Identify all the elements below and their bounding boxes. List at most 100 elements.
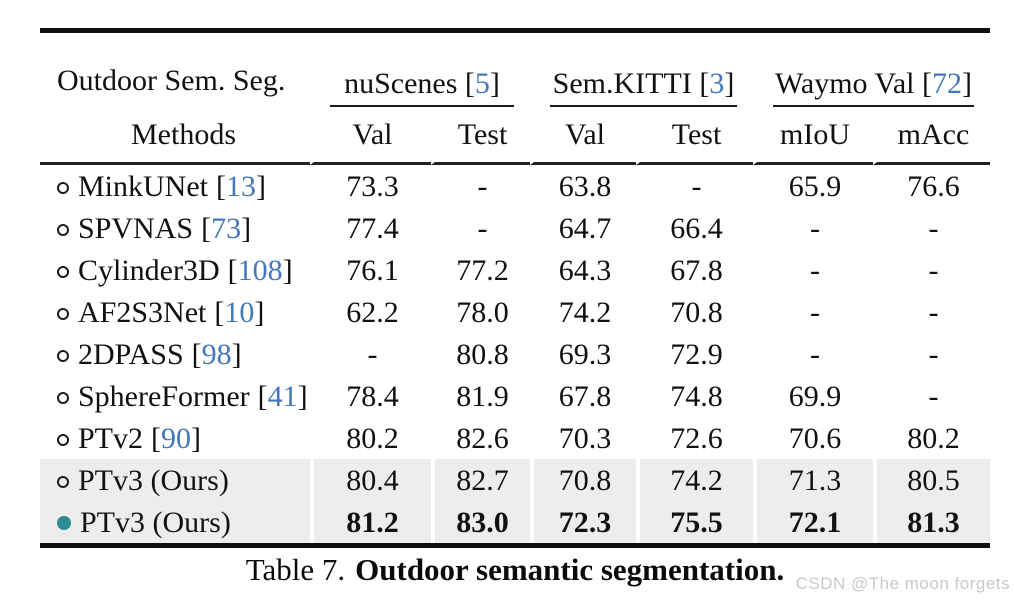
table-corner-subtitle: Methods — [40, 107, 310, 165]
value-cell: 69.9 — [753, 375, 873, 417]
citation-link[interactable]: 3 — [709, 67, 725, 100]
value-cell: - — [753, 249, 873, 291]
watermark: CSDN @The moon forgets — [795, 574, 1010, 593]
col-header-nuscenes-test: Test — [431, 107, 530, 165]
bracket: [ — [227, 253, 238, 287]
citation-link[interactable]: 13 — [226, 169, 256, 203]
citation-link[interactable]: 73 — [211, 211, 242, 245]
method-marker-icon — [57, 307, 69, 320]
value-cell: 76.1 — [310, 249, 431, 291]
value-cell: 74.8 — [636, 375, 753, 417]
value-cell: 81.3 — [873, 501, 990, 543]
bracket: ] — [489, 67, 500, 100]
citation: [10] — [214, 296, 264, 329]
value-cell: 73.3 — [310, 165, 431, 207]
value-cell: 70.8 — [636, 291, 753, 333]
bracket: [ — [922, 67, 932, 100]
citation: [90] — [151, 422, 201, 455]
method-cell: SphereFormer [41] — [40, 375, 310, 417]
col-header-semkitti-val: Val — [530, 107, 636, 165]
citation-link[interactable]: 5 — [474, 67, 490, 100]
value-cell: 81.2 — [310, 501, 431, 543]
method-marker-icon — [57, 433, 69, 446]
method-name: PTv2 — [78, 421, 144, 455]
value-cell: - — [873, 375, 990, 417]
table-row: MinkUNet [13] 73.3-63.8-65.9 76.6 — [40, 165, 990, 207]
method-name: SphereFormer — [78, 379, 250, 413]
value-cell: 69.3 — [530, 333, 636, 375]
value-cell: 80.4 — [310, 459, 431, 501]
value-cell: 77.2 — [431, 249, 530, 291]
group-header-nuscenes: nuScenes [5] — [310, 33, 530, 107]
header-group-row: Outdoor Sem. Seg. nuScenes [5] Sem.KITTI… — [40, 33, 990, 107]
method-cell: AF2S3Net [10] — [40, 291, 310, 333]
bracket: ] — [297, 379, 308, 413]
bracket: [ — [216, 169, 226, 203]
value-cell: 80.2 — [873, 417, 990, 459]
citation-link[interactable]: 98 — [201, 337, 232, 371]
value-cell: 80.5 — [873, 459, 990, 501]
method-marker-icon — [57, 349, 69, 362]
citation-link[interactable]: 108 — [237, 253, 283, 287]
group-underline — [330, 105, 514, 107]
bracket: ] — [241, 211, 252, 245]
group-name: Sem.KITTI — [552, 67, 692, 100]
value-cell: 62.2 — [310, 291, 431, 333]
method-name: Cylinder3D — [78, 253, 220, 287]
method-name: 2DPASS — [78, 337, 184, 371]
value-cell: 80.8 — [431, 333, 530, 375]
value-cell: 74.2 — [636, 459, 753, 501]
caption-label: Table 7. — [245, 552, 346, 587]
value-cell: - — [431, 165, 530, 207]
method-cell: PTv3 (Ours) — [40, 501, 310, 543]
group-name: nuScenes — [344, 67, 458, 100]
value-cell: - — [873, 249, 990, 291]
value-cell: 81.9 — [431, 375, 530, 417]
citation-link[interactable]: 90 — [161, 421, 192, 455]
value-cell: 65.9 — [753, 165, 873, 207]
col-header-semkitti-test: Test — [636, 107, 753, 165]
citation-link[interactable]: 10 — [224, 295, 255, 329]
bracket: ] — [254, 295, 265, 329]
table-row: 2DPASS [98] -80.8 69.3 72.9- - — [40, 333, 990, 375]
bracket: [ — [201, 211, 212, 245]
value-cell: 78.0 — [431, 291, 530, 333]
table-caption: Table 7. Outdoor semantic segmentation. — [40, 552, 990, 588]
value-cell: 72.6 — [636, 417, 753, 459]
citation-link[interactable]: 41 — [267, 379, 298, 413]
value-cell: - — [431, 207, 530, 249]
value-cell: - — [873, 333, 990, 375]
bracket: ] — [231, 337, 242, 371]
method-marker-icon — [57, 515, 71, 530]
col-header-waymo-miou: mIoU — [753, 107, 873, 165]
value-cell: 72.9 — [636, 333, 753, 375]
value-cell: 76.6 — [873, 165, 990, 207]
bracket: ] — [962, 67, 972, 100]
group-header-semkitti: Sem.KITTI [3] — [530, 33, 753, 107]
value-cell: 75.5 — [636, 501, 753, 543]
method-name: SPVNAS — [78, 211, 194, 245]
value-cell: 67.8 — [636, 249, 753, 291]
table-row: PTv2 [90] 80.2 82.6 70.3 72.6 70.6 80.2 — [40, 417, 990, 459]
bracket: [ — [464, 67, 475, 100]
method-name: MinkUNet — [78, 169, 208, 203]
method-marker-icon — [57, 391, 69, 404]
citation: [41] — [258, 380, 308, 413]
value-cell: 80.2 — [310, 417, 431, 459]
value-cell: 72.1 — [753, 501, 873, 543]
method-cell: PTv3 (Ours) — [40, 459, 310, 501]
value-cell: 64.3 — [530, 249, 636, 291]
value-cell: - — [753, 291, 873, 333]
citation-link[interactable]: 72 — [932, 67, 962, 100]
method-cell: 2DPASS [98] — [40, 333, 310, 375]
value-cell: 64.7 — [530, 207, 636, 249]
citation: [13] — [216, 170, 266, 203]
method-cell: PTv2 [90] — [40, 417, 310, 459]
value-cell: - — [310, 333, 431, 375]
bracket: [ — [214, 295, 225, 329]
value-cell: 70.8 — [530, 459, 636, 501]
group-underline — [773, 105, 974, 107]
value-cell: 78.4 — [310, 375, 431, 417]
table-row: SphereFormer [41] 78.4 81.9 67.8 74.8 69.9- — [40, 375, 990, 417]
value-cell: 63.8 — [530, 165, 636, 207]
